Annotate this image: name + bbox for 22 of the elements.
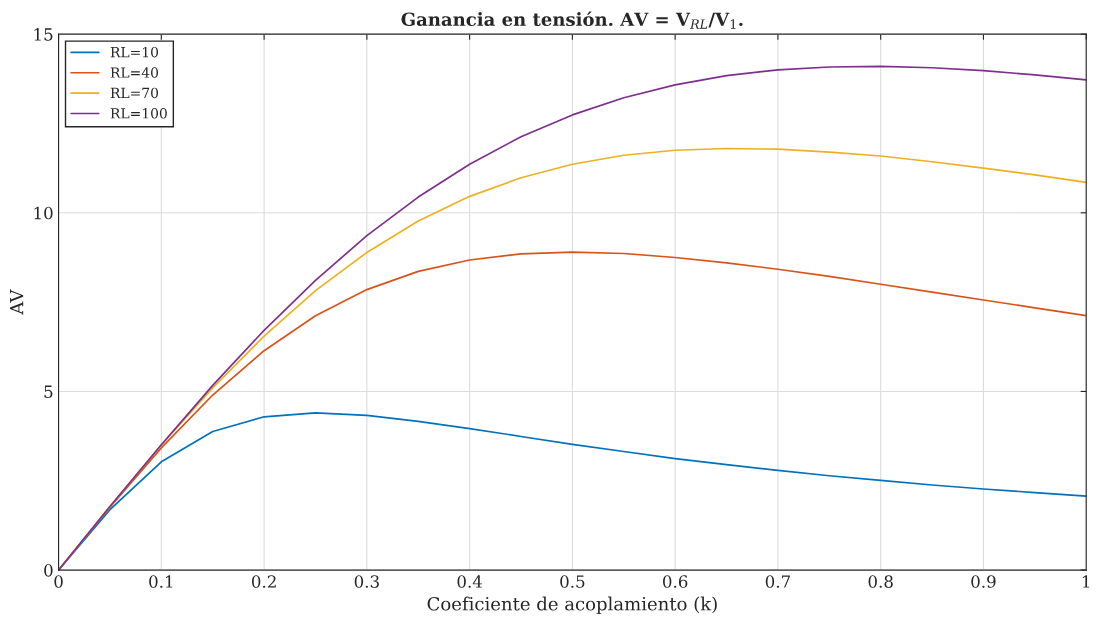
- x-tick-label: 0.9: [971, 575, 996, 588]
- x-tick-label: 0.4: [457, 575, 483, 588]
- x-tick-label: 0.7: [765, 575, 790, 588]
- x-tick-label: 0.8: [868, 575, 893, 588]
- y-tick-label: 10: [34, 206, 53, 220]
- x-tick-label: 0.5: [560, 575, 585, 588]
- legend-label: RL=100: [110, 108, 167, 119]
- y-tick-label: 15: [34, 28, 53, 41]
- x-tick-label: 0.6: [663, 575, 688, 588]
- x-axis-title: Coeficiente de acoplamiento (k): [427, 596, 717, 615]
- legend-label: RL=10: [110, 46, 159, 58]
- x-tick-label: 0.1: [149, 575, 173, 588]
- legend-label: RL=70: [110, 87, 159, 99]
- x-tick-label: 1: [1082, 575, 1090, 588]
- y-tick-label: 5: [44, 385, 53, 399]
- x-tick-label: 0.2: [251, 575, 276, 588]
- y-tick-label: 0: [44, 564, 53, 577]
- x-tick-label: 0: [54, 575, 63, 588]
- legend-label: RL=40: [110, 67, 159, 78]
- y-axis-title: AV: [10, 289, 24, 315]
- x-tick-label: 0.3: [354, 575, 379, 588]
- chart-title: Ganancia en tensión. AV = V$_{RL}$/V$_{1}$.: [401, 11, 743, 29]
